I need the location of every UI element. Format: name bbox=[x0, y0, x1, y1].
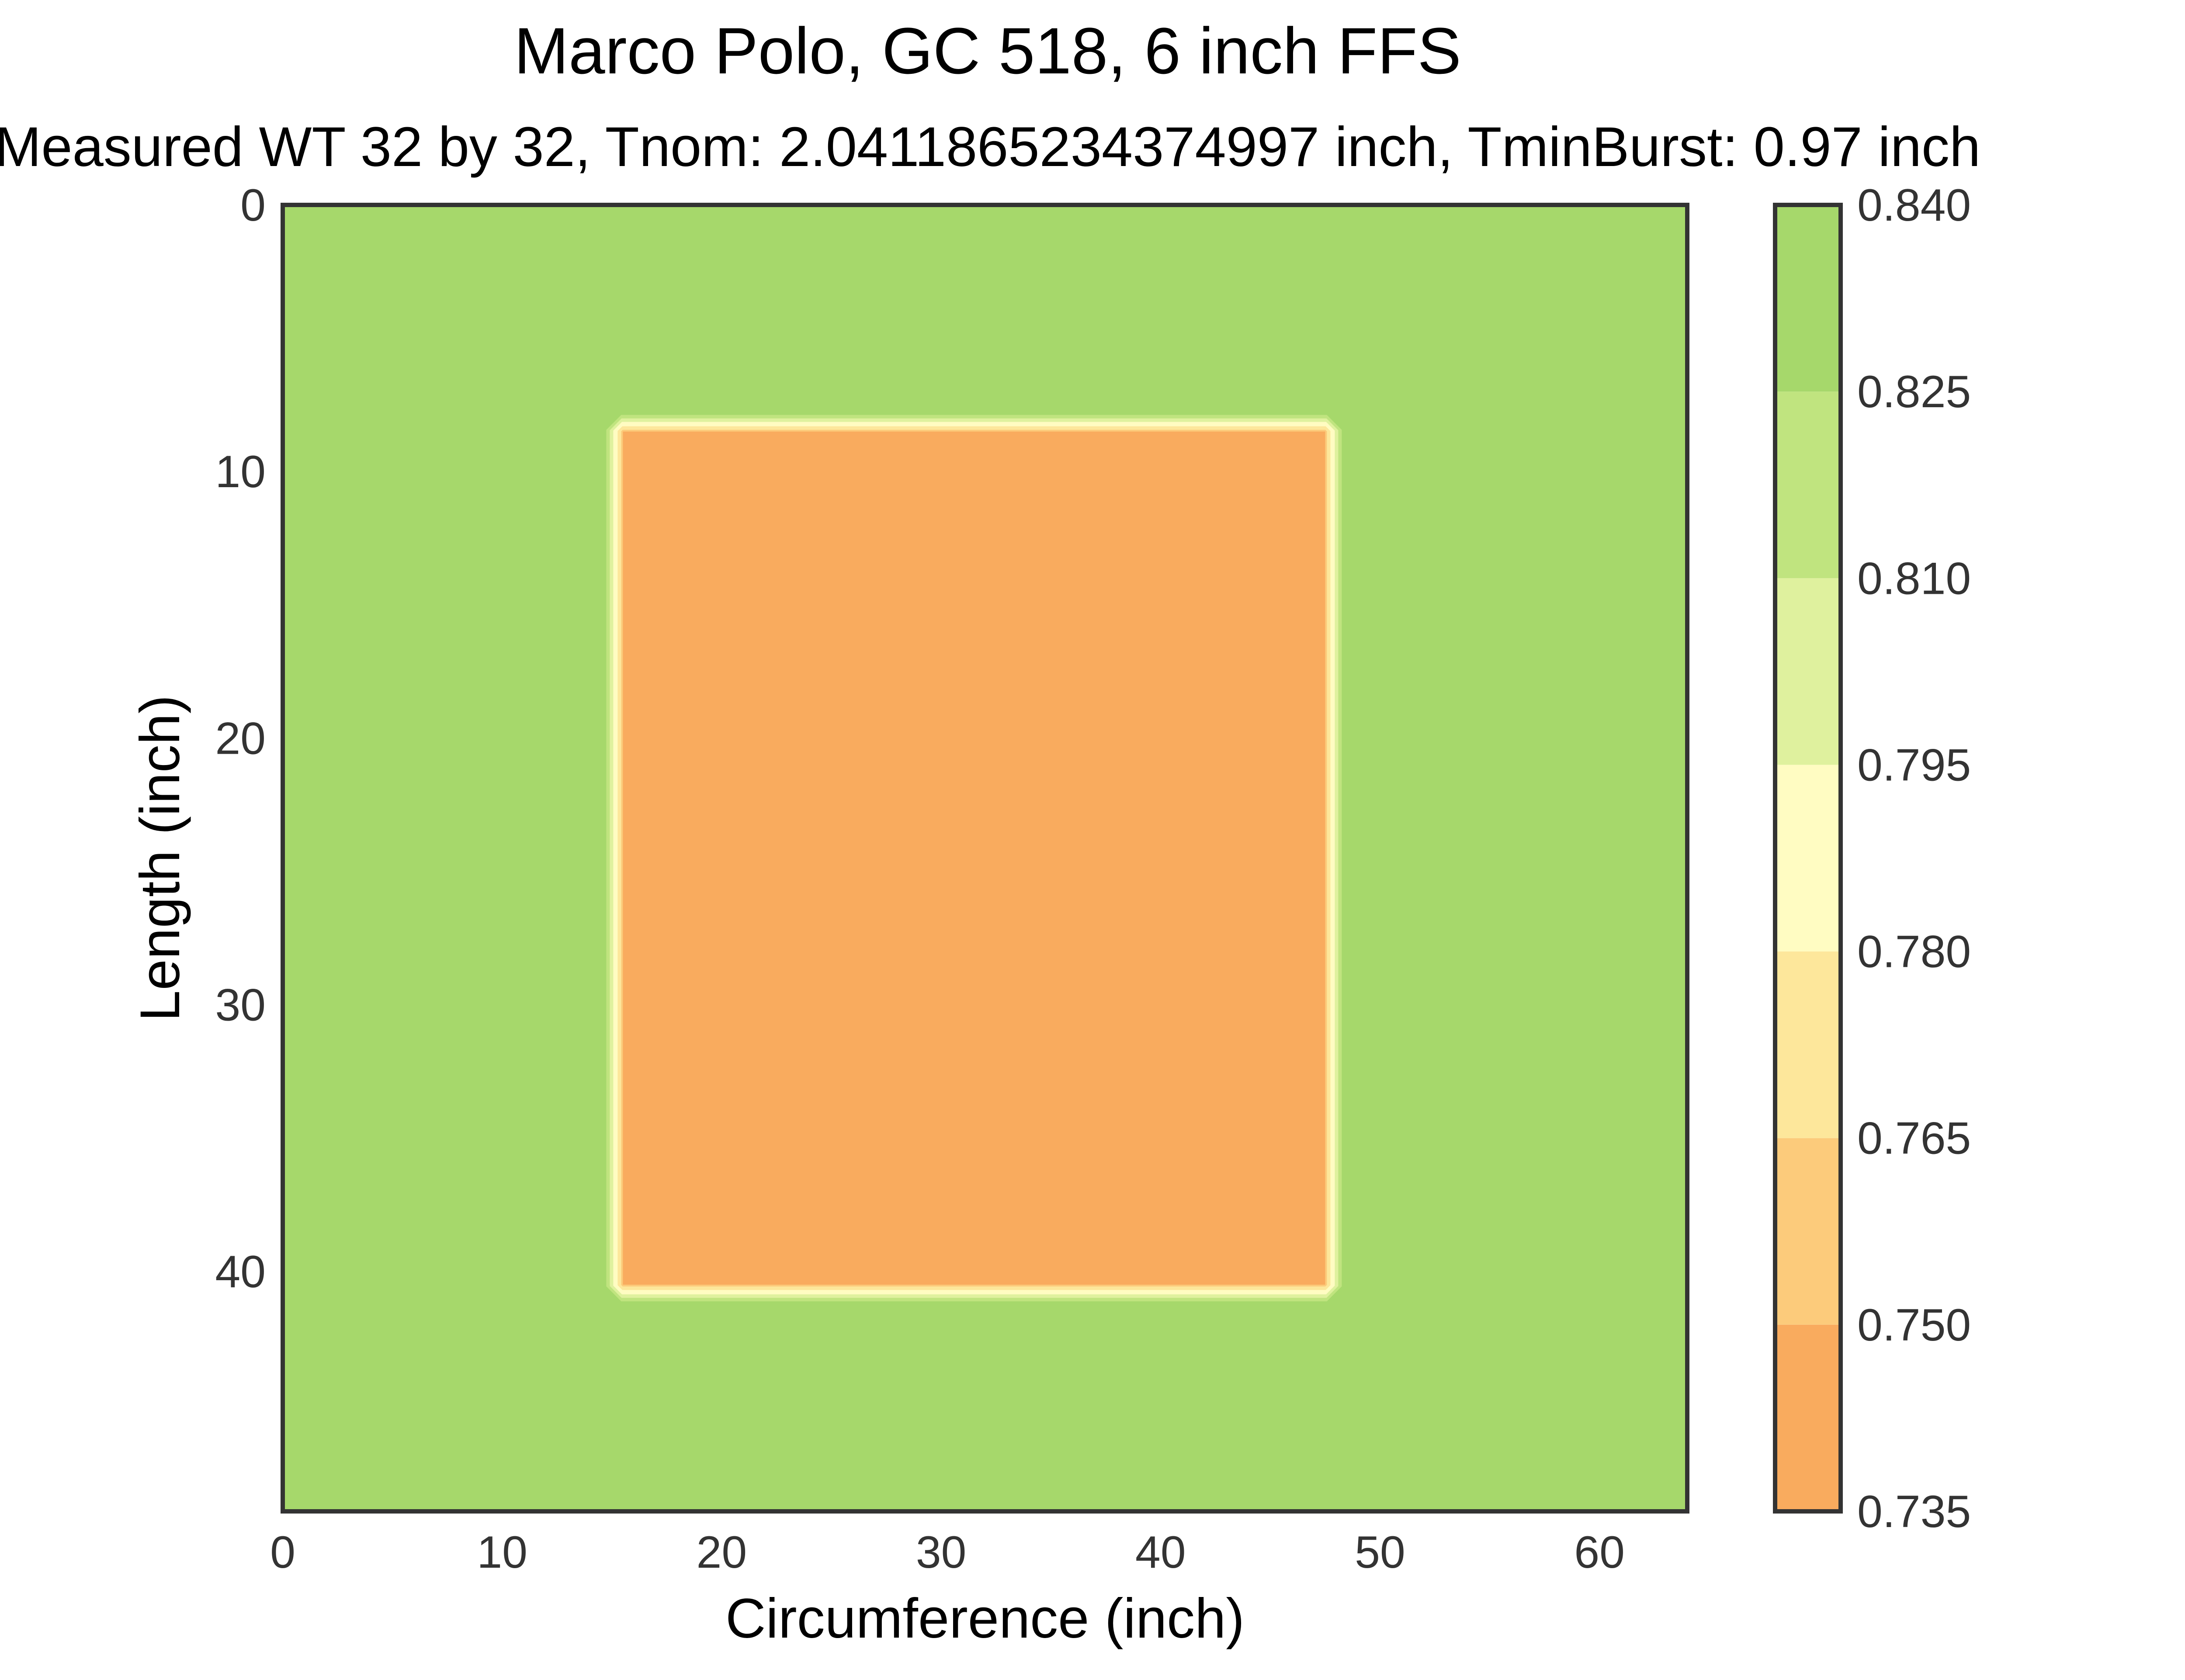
colorbar-band bbox=[1775, 391, 1841, 578]
colorbar-tick-label: 0.825 bbox=[1857, 367, 1971, 417]
y-tick-label: 10 bbox=[215, 447, 266, 497]
colorbar-tick-label: 0.750 bbox=[1857, 1300, 1971, 1351]
y-axis-ticks: 0 10 20 30 40 bbox=[215, 180, 266, 1297]
colorbar-band bbox=[1775, 1138, 1841, 1325]
low-thickness-region bbox=[623, 432, 1325, 1285]
x-tick-label: 30 bbox=[916, 1527, 967, 1578]
colorbar-tick-label: 0.765 bbox=[1857, 1113, 1971, 1164]
region-0 bbox=[606, 415, 1342, 1302]
colorbar-band bbox=[1775, 578, 1841, 765]
colorbar-tick-label: 0.840 bbox=[1857, 180, 1971, 231]
colorbar-band bbox=[1775, 765, 1841, 951]
y-tick-label: 40 bbox=[215, 1247, 266, 1297]
x-tick-label: 40 bbox=[1135, 1527, 1186, 1578]
y-tick-label: 0 bbox=[240, 180, 266, 231]
colorbar-tick-label: 0.810 bbox=[1857, 553, 1971, 604]
chart-title: Marco Polo, GC 518, 6 inch FFS bbox=[514, 14, 1461, 87]
x-tick-label: 50 bbox=[1355, 1527, 1405, 1578]
colorbar-tick-label: 0.780 bbox=[1857, 927, 1971, 977]
x-tick-label: 60 bbox=[1574, 1527, 1625, 1578]
y-axis-label: Length (inch) bbox=[129, 695, 191, 1021]
x-axis-label: Circumference (inch) bbox=[725, 1587, 1245, 1650]
y-tick-label: 20 bbox=[215, 713, 266, 764]
x-tick-label: 0 bbox=[270, 1527, 295, 1578]
colorbar-tick-label: 0.795 bbox=[1857, 740, 1971, 790]
x-tick-label: 10 bbox=[477, 1527, 527, 1578]
colorbar-band bbox=[1775, 205, 1841, 391]
plot-area bbox=[283, 205, 1687, 1511]
chart-subtitle: Measured WT 32 by 32, Tnom: 2.0411865234… bbox=[0, 116, 1980, 178]
x-axis-ticks: 0 10 20 30 40 50 60 bbox=[270, 1527, 1625, 1578]
x-tick-label: 20 bbox=[697, 1527, 747, 1578]
colorbar bbox=[1775, 205, 1841, 1511]
colorbar-band bbox=[1775, 1325, 1841, 1511]
colorbar-band bbox=[1775, 952, 1841, 1138]
y-tick-label: 30 bbox=[215, 980, 266, 1031]
colorbar-ticks: 0.735 0.750 0.765 0.780 0.795 0.810 0.825 0.840 bbox=[1857, 180, 1971, 1537]
colorbar-tick-label: 0.735 bbox=[1857, 1486, 1971, 1537]
